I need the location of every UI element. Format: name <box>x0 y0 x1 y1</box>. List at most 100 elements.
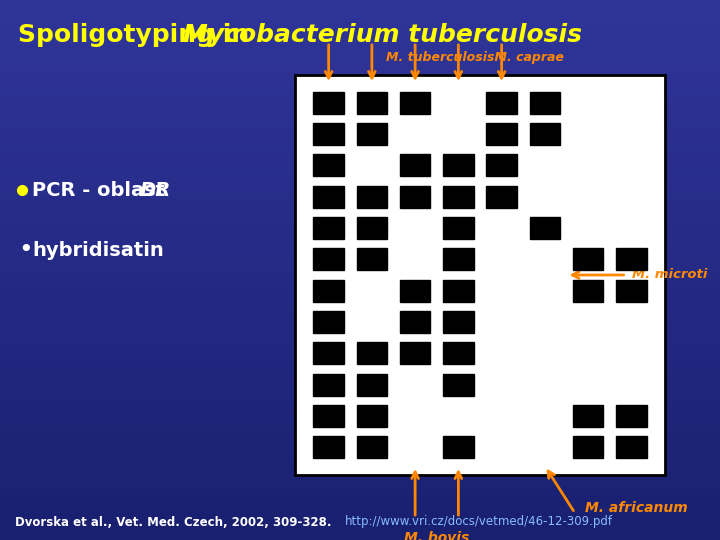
Bar <box>0 405 720 414</box>
Bar <box>0 477 720 486</box>
Bar <box>313 186 343 208</box>
Bar <box>444 280 474 302</box>
Bar <box>0 81 720 90</box>
Bar <box>444 248 474 271</box>
Bar <box>530 217 560 239</box>
Bar <box>0 144 720 153</box>
Bar <box>0 279 720 288</box>
Bar <box>356 123 387 145</box>
Text: PCR - oblast: PCR - oblast <box>32 180 172 199</box>
Bar <box>313 436 343 458</box>
Bar <box>400 154 431 176</box>
Bar <box>487 123 517 145</box>
Bar <box>0 63 720 72</box>
Bar <box>400 186 431 208</box>
Bar <box>0 468 720 477</box>
Bar <box>0 171 720 180</box>
Bar <box>356 217 387 239</box>
Bar <box>0 414 720 423</box>
Bar <box>530 123 560 145</box>
Bar <box>313 154 343 176</box>
Bar <box>400 342 431 365</box>
Bar <box>0 387 720 396</box>
Bar <box>0 513 720 522</box>
Bar <box>356 374 387 396</box>
Text: http://www.vri.cz/docs/vetmed/46-12-309.pdf: http://www.vri.cz/docs/vetmed/46-12-309.… <box>345 516 613 529</box>
Bar <box>0 351 720 360</box>
Bar <box>0 72 720 81</box>
Bar <box>0 117 720 126</box>
Bar <box>356 92 387 113</box>
Bar <box>0 9 720 18</box>
Bar <box>0 198 720 207</box>
Bar <box>0 207 720 216</box>
Bar <box>0 432 720 441</box>
Bar <box>0 99 720 108</box>
Bar <box>0 531 720 540</box>
Bar <box>616 436 647 458</box>
Bar <box>0 522 720 531</box>
Bar <box>0 90 720 99</box>
Bar <box>0 495 720 504</box>
Bar <box>0 180 720 189</box>
Bar <box>0 135 720 144</box>
Text: DR: DR <box>140 180 171 199</box>
Bar <box>0 270 720 279</box>
Bar <box>0 27 720 36</box>
Bar <box>313 374 343 396</box>
Bar <box>444 186 474 208</box>
Bar <box>400 92 431 113</box>
Bar <box>616 405 647 427</box>
Bar <box>0 297 720 306</box>
Bar <box>400 311 431 333</box>
Bar <box>0 423 720 432</box>
Bar <box>444 436 474 458</box>
Text: M. bovis: M. bovis <box>404 531 469 540</box>
Bar <box>0 252 720 261</box>
Bar <box>573 248 603 271</box>
Bar <box>573 280 603 302</box>
Bar <box>487 154 517 176</box>
Bar <box>0 486 720 495</box>
Bar <box>0 342 720 351</box>
Bar <box>0 306 720 315</box>
Bar <box>356 342 387 365</box>
Text: Mycobacterium tuberculosis: Mycobacterium tuberculosis <box>183 23 582 47</box>
Bar <box>0 225 720 234</box>
Text: M. tuberculosisM. caprae: M. tuberculosisM. caprae <box>386 51 564 64</box>
Bar <box>356 186 387 208</box>
Bar <box>444 374 474 396</box>
Bar <box>0 360 720 369</box>
Bar <box>616 248 647 271</box>
Bar <box>616 280 647 302</box>
Bar <box>0 324 720 333</box>
Bar <box>0 0 720 9</box>
Bar <box>0 108 720 117</box>
Bar <box>444 311 474 333</box>
Bar <box>573 405 603 427</box>
Bar <box>0 288 720 297</box>
Bar <box>0 378 720 387</box>
Bar <box>0 153 720 162</box>
Text: M. microti: M. microti <box>631 268 707 281</box>
Bar <box>313 280 343 302</box>
Bar <box>0 333 720 342</box>
Bar <box>313 342 343 365</box>
Text: hybridisatin: hybridisatin <box>32 240 163 260</box>
Bar <box>313 248 343 271</box>
Bar <box>313 405 343 427</box>
Bar <box>356 436 387 458</box>
Text: •: • <box>18 238 32 262</box>
Bar <box>0 450 720 459</box>
Bar <box>0 45 720 54</box>
Bar <box>0 189 720 198</box>
Bar <box>530 92 560 113</box>
Bar <box>0 126 720 135</box>
Bar <box>444 217 474 239</box>
Bar <box>0 36 720 45</box>
Text: M. africanum: M. africanum <box>585 501 688 515</box>
Bar <box>313 92 343 113</box>
Bar <box>0 54 720 63</box>
Bar <box>0 234 720 243</box>
Bar <box>400 280 431 302</box>
